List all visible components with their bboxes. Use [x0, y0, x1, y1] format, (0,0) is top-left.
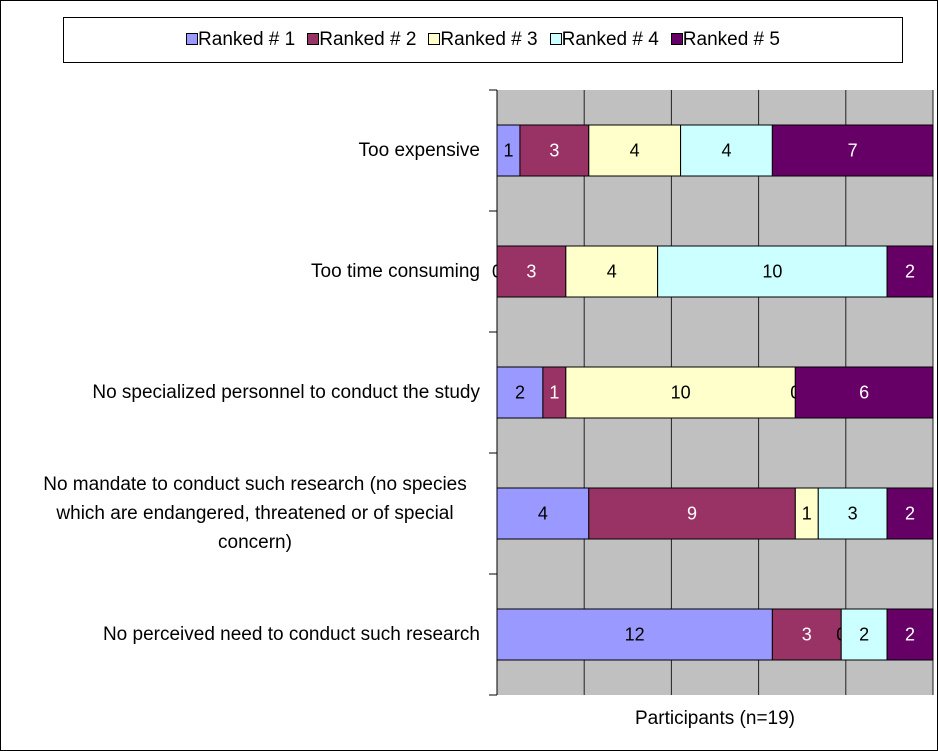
legend-swatch [307, 33, 320, 45]
data-label: 4 [607, 261, 617, 281]
data-label: 7 [848, 140, 858, 160]
legend-label: Ranked # 4 [561, 29, 659, 50]
bar-segment [886, 245, 934, 298]
data-label: 10 [671, 382, 691, 402]
data-label: 2 [905, 503, 915, 523]
bar-segment [496, 366, 544, 419]
bar-segment [886, 487, 934, 540]
bar-segment [840, 608, 888, 661]
data-label: 2 [859, 624, 869, 644]
legend-swatch [186, 33, 199, 45]
bar-segment [771, 608, 842, 661]
legend-item: Ranked # 5 [670, 29, 780, 51]
legend-item: Ranked # 4 [549, 29, 659, 51]
y-tick-label: Too expensive [20, 111, 480, 191]
y-tick-label: No mandate to conduct such research (no … [20, 474, 480, 554]
y-tick-label-text: No perceived need to conduct such resear… [102, 624, 480, 645]
data-label: 3 [526, 261, 536, 281]
legend-label: Ranked # 3 [440, 29, 538, 50]
y-tick-label: No perceived need to conduct such resear… [20, 595, 480, 675]
bar-segment [794, 366, 934, 419]
data-label: 4 [630, 140, 640, 160]
data-label: 4 [721, 140, 731, 160]
legend-label: Ranked # 1 [198, 29, 296, 50]
bar-segment [588, 487, 796, 540]
bar-segment [519, 124, 590, 177]
legend-swatch [428, 33, 441, 45]
bar-segment [565, 366, 796, 419]
legend: Ranked # 1 Ranked # 2 Ranked # 3 Ranked # 4… [63, 17, 903, 63]
legend-label: Ranked # 2 [319, 29, 417, 50]
bar-segment [496, 608, 773, 661]
y-tick-label-text: No specialized personnel to conduct the … [92, 382, 480, 403]
bar-segment [657, 245, 888, 298]
legend-label: Ranked # 5 [682, 29, 780, 50]
legend-item: Ranked # 1 [186, 29, 295, 51]
data-label: 3 [549, 140, 559, 160]
legend-item: Ranked # 2 [307, 29, 416, 51]
data-label: 3 [848, 503, 858, 523]
data-label: 9 [687, 503, 697, 523]
y-tick-label-text: No mandate to conduct such research (no … [43, 474, 467, 553]
data-label: 2 [905, 261, 915, 281]
legend-swatch [549, 33, 562, 45]
x-axis-title: Participants (n=19) [635, 708, 795, 729]
y-tick-label: Too time consuming [20, 232, 480, 312]
bar-segment [588, 124, 682, 177]
data-label: 4 [538, 503, 548, 523]
bar-segment [771, 124, 934, 177]
data-label: 2 [905, 624, 915, 644]
data-label: 10 [762, 261, 782, 281]
bar-segment [496, 245, 567, 298]
legend-swatch [670, 33, 683, 45]
y-tick-label: No specialized personnel to conduct the … [20, 353, 480, 433]
bar-segment [680, 124, 773, 177]
data-label: 1 [549, 382, 559, 402]
data-label: 1 [802, 503, 812, 523]
legend-item: Ranked # 3 [428, 29, 538, 51]
y-tick-label-text: Too time consuming [311, 261, 480, 282]
bar-segment [886, 608, 934, 661]
data-label: 3 [802, 624, 812, 644]
data-label: 6 [859, 382, 869, 402]
data-label: 2 [515, 382, 525, 402]
data-label: 1 [503, 140, 513, 160]
data-label: 12 [625, 624, 645, 644]
bar-segment [496, 487, 590, 540]
y-tick-label-text: Too expensive [358, 140, 480, 161]
